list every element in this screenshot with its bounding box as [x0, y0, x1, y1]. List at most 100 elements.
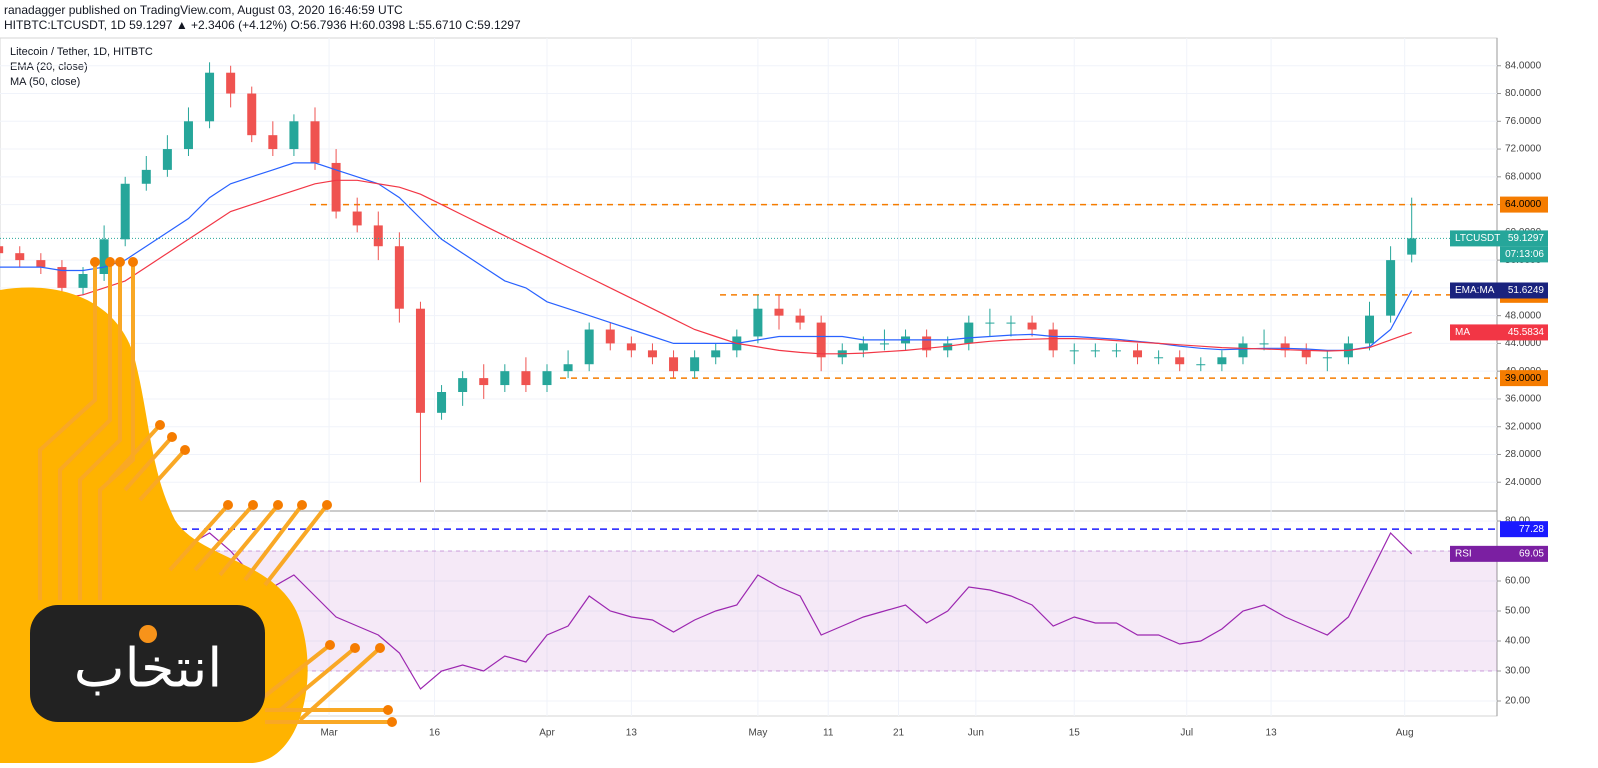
- candle-body: [1196, 364, 1206, 366]
- candle-body: [1048, 329, 1058, 351]
- x-tick-label: 11: [823, 728, 834, 739]
- last-price-value: 59.1297: [1508, 233, 1545, 244]
- series-tag-name: MA: [1455, 327, 1470, 338]
- candle-body: [1069, 350, 1079, 352]
- y-tick-label: 72.0000: [1505, 144, 1542, 155]
- symbol-line: HITBTC:LTCUSDT, 1D 59.1297 ▲ +2.3406 (+4…: [4, 18, 521, 32]
- last-price-name: LTCUSDT: [1455, 233, 1500, 244]
- candle-body: [964, 322, 974, 344]
- candle-body: [922, 336, 932, 351]
- candle-body: [205, 72, 215, 122]
- candle-body: [437, 392, 447, 413]
- legend-ma: MA (50, close): [10, 76, 80, 88]
- publisher: ranadagger published on TradingView.com,…: [4, 3, 403, 17]
- candle-body: [162, 149, 172, 170]
- candle-body: [226, 72, 236, 94]
- rsi-tag-name: RSI: [1455, 548, 1472, 559]
- candle-body: [690, 357, 700, 372]
- y-tick-label: 44.0000: [1505, 338, 1542, 349]
- y-tick-label: 48.0000: [1505, 310, 1542, 321]
- level-label: 39.0000: [1505, 373, 1542, 384]
- circuit-dots: [90, 257, 397, 727]
- candle-body: [415, 308, 425, 413]
- y-tick-label: 36.0000: [1505, 394, 1542, 405]
- rsi-tick-label: 80.00: [1505, 516, 1530, 527]
- circuit: [38, 262, 390, 724]
- series-tag-box: [1450, 282, 1548, 299]
- candle-body: [1090, 350, 1100, 352]
- candle-body: [753, 308, 763, 337]
- candle-body: [647, 350, 657, 358]
- candle-body: [605, 329, 615, 344]
- series-tag-name: EMA:MA: [1455, 285, 1495, 296]
- candle-body: [1217, 357, 1227, 365]
- x-tick-label: 21: [893, 728, 905, 739]
- candle-body: [1280, 343, 1290, 351]
- candle-body: [521, 371, 531, 386]
- countdown: 07:13:06: [1505, 249, 1544, 260]
- rsi-tick-label: 60.00: [1505, 576, 1530, 587]
- y-tick-label: 24.0000: [1505, 477, 1542, 488]
- level-box: [1500, 196, 1548, 213]
- ma-line: [0, 162, 1413, 351]
- x-tick-label: Jul: [1180, 728, 1193, 739]
- candle-body: [373, 225, 383, 247]
- y-tick-label: 28.0000: [1505, 449, 1542, 460]
- level-box: [1500, 370, 1548, 387]
- candle-body: [1175, 357, 1185, 365]
- candle-body: [816, 322, 826, 358]
- candle-body: [879, 343, 889, 345]
- y-tick-label: 80.0000: [1505, 88, 1542, 99]
- candle-body: [1301, 350, 1311, 358]
- x-tick-label: May: [748, 728, 767, 739]
- candle-body: [985, 322, 995, 324]
- level-label: 64.0000: [1505, 199, 1542, 210]
- candle-body: [774, 308, 784, 316]
- x-tick-label: 15: [1069, 728, 1081, 739]
- candle-body: [120, 183, 130, 240]
- candle-body: [479, 378, 489, 386]
- candle-body: [99, 239, 109, 274]
- candle-body: [0, 246, 4, 254]
- rsi-level-value: 77.28: [1519, 524, 1544, 535]
- candle-body: [78, 274, 88, 288]
- series-tag-box: [1450, 324, 1548, 341]
- candle-body: [15, 253, 25, 261]
- x-tick-label: Mar: [320, 728, 338, 739]
- rsi-level-box: [1500, 521, 1548, 538]
- rsi-tag-value: 69.05: [1519, 548, 1544, 559]
- rsi-tick-label: 50.00: [1505, 606, 1530, 617]
- x-tick-label: Apr: [539, 728, 555, 739]
- candle-body: [1027, 322, 1037, 330]
- candle-body: [1259, 343, 1269, 345]
- rsi-tick-label: 40.00: [1505, 636, 1530, 647]
- candle-body: [141, 169, 151, 184]
- candle-body: [1365, 315, 1375, 344]
- candle-body: [542, 371, 552, 386]
- candle-body: [1407, 238, 1417, 255]
- candle-body: [36, 260, 46, 268]
- candle-body: [1006, 322, 1016, 324]
- rsi-tick-label: 20.00: [1505, 696, 1530, 707]
- candle-body: [310, 121, 320, 163]
- candle-body: [1111, 350, 1121, 352]
- candle-body: [268, 135, 278, 150]
- x-tick-label: Jun: [968, 728, 984, 739]
- candle-body: [458, 378, 468, 392]
- candle-body: [1133, 350, 1143, 358]
- rsi-tick-label: 30.00: [1505, 666, 1530, 677]
- candle-body: [352, 211, 362, 226]
- legend-ema: EMA (20, close): [10, 61, 88, 73]
- logo-box: [30, 605, 265, 722]
- last-price-box: [1450, 230, 1548, 247]
- y-tick-label: 32.0000: [1505, 421, 1542, 432]
- candle-body: [247, 93, 257, 136]
- x-tick-label: 13: [1266, 728, 1278, 739]
- candle-body: [289, 121, 299, 150]
- candle-body: [1322, 357, 1332, 359]
- rsi-tag-box: [1450, 545, 1548, 562]
- candle-body: [57, 267, 67, 288]
- y-tick-label: 84.0000: [1505, 60, 1542, 71]
- candle-body: [1238, 343, 1248, 358]
